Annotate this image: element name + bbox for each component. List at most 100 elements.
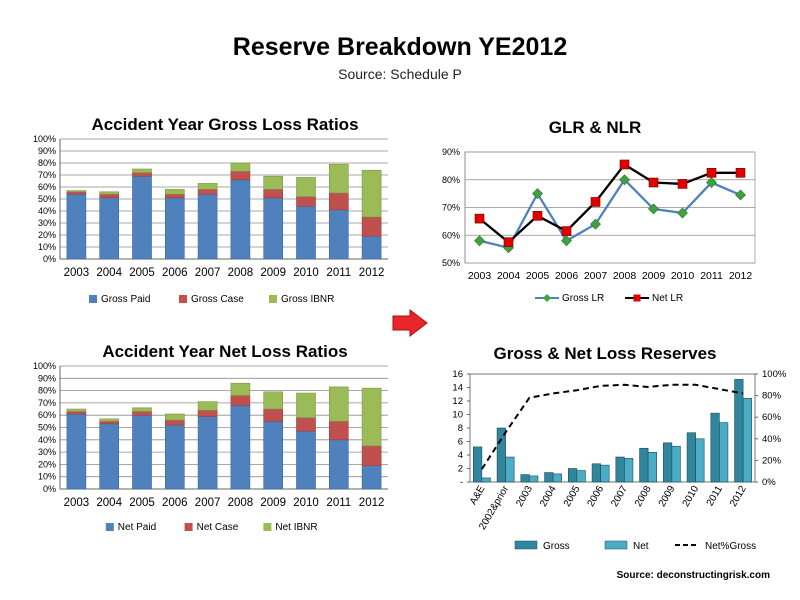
bar-net: [742, 397, 752, 483]
bar-net: [505, 456, 515, 483]
bar-net-ibnr: [263, 391, 284, 410]
y-tick-label: 8: [458, 423, 463, 434]
y-tick-label: 12: [452, 396, 463, 407]
y2-tick-label: 60%: [762, 412, 782, 423]
point-marker: [706, 177, 717, 188]
x-tick-label: A&E: [468, 484, 488, 507]
x-tick-label: 2005: [526, 270, 550, 282]
y-tick-label: 100%: [33, 361, 56, 371]
glr-nlr-chart: 50% 60% 70% 80% 90% 2003 2004 2005 2006 2007 2008 2…: [442, 147, 756, 304]
bar-net-paid: [99, 423, 120, 490]
bar-net: [695, 438, 705, 483]
x-tick-label: 2004: [497, 270, 521, 282]
y-tick-label: 100%: [33, 134, 56, 144]
bar-gross: [639, 447, 649, 483]
y-tick-label: 6: [458, 437, 463, 448]
bar-gross-case: [132, 172, 152, 177]
bar-gross-paid: [164, 197, 185, 260]
bar-net: [719, 422, 729, 483]
bar-net-ibnr: [132, 407, 152, 412]
gross-loss-ratio-chart: 0% 10% 20% 30% 40% 50% 60% 70% 80% 90% 100% 2003 200…: [33, 134, 388, 305]
bar-gross-ibnr: [328, 163, 349, 194]
y-tick-label: 14: [452, 383, 463, 394]
bar-gross-paid: [99, 197, 120, 260]
bar-net-case: [164, 419, 185, 426]
x-tick-label: 2010: [293, 267, 319, 279]
bar-net: [600, 464, 610, 483]
bar-gross-case: [230, 171, 251, 181]
bar-net-paid: [296, 430, 316, 490]
bar-gross-case: [296, 196, 316, 207]
bar-gross-case: [263, 189, 284, 199]
bar-gross: [615, 456, 625, 483]
bar-gross: [473, 446, 483, 483]
bar-gross-ibnr: [99, 191, 120, 195]
point-marker: [648, 203, 659, 215]
y-tick-label: 90%: [442, 147, 460, 157]
net-loss-ratio-chart: 0% 10% 20% 30% 40% 50% 60% 70% 80% 90% 100% 2003 200…: [33, 361, 388, 533]
y-tick-label: 90%: [38, 373, 56, 383]
bar-gross: [496, 427, 506, 483]
bar-gross: [520, 474, 530, 483]
net-lr-chart-title: Accident Year Net Loss Ratios: [102, 342, 348, 361]
x-tick-label: 2012: [729, 270, 753, 282]
x-tick-label: 2008: [633, 484, 654, 509]
bar-net-ibnr: [361, 387, 382, 447]
glr-nlr-chart-title: GLR & NLR: [548, 118, 642, 137]
series-line-net-lr: [478, 162, 741, 244]
legend-swatch: [263, 523, 272, 531]
bar-gross-paid: [361, 235, 382, 260]
x-tick-label: 2012: [728, 484, 749, 509]
x-tick-label: 2010: [293, 497, 319, 509]
y-tick-label: 30%: [38, 447, 56, 457]
bar-gross-ibnr: [296, 177, 316, 197]
bar-gross: [568, 468, 578, 483]
legend-swatch: [184, 523, 193, 531]
bar-net-case: [328, 421, 349, 441]
bar-net-paid: [197, 416, 218, 490]
legend-label: Gross: [543, 541, 570, 552]
y-tick-label: 20%: [38, 459, 56, 469]
bar-net: [647, 452, 657, 483]
legend-label: Net IBNR: [275, 522, 317, 533]
legend-swatch: [179, 295, 187, 303]
x-tick-label: 2011: [326, 267, 351, 279]
bar-net-paid: [230, 405, 251, 490]
bar-net-ibnr: [328, 386, 349, 422]
y-tick-label: 60%: [38, 410, 56, 420]
bar-gross-ibnr: [361, 169, 382, 218]
page-title: Reserve Breakdown YE2012: [232, 33, 568, 61]
bar-net-case: [132, 411, 152, 416]
y2-tick-label: 0%: [762, 477, 776, 488]
legend-swatch: [89, 295, 97, 303]
y-tick-label: -: [460, 477, 463, 488]
y2-tick-label: 100%: [762, 369, 787, 380]
bar-net: [481, 477, 491, 483]
gross-lr-chart-title: Accident Year Gross Loss Ratios: [91, 115, 359, 134]
bar-net-paid: [164, 424, 185, 490]
bar-net: [552, 473, 562, 483]
y-tick-label: 80%: [38, 386, 56, 396]
y-tick-label: 70%: [38, 170, 56, 180]
legend-swatch: [269, 295, 277, 303]
bar-gross: [663, 442, 673, 483]
point-marker: [735, 189, 746, 201]
reserves-chart-title: Gross & Net Loss Reserves: [493, 344, 717, 363]
legend-label: Gross Paid: [101, 294, 150, 305]
bar-net-case: [296, 417, 316, 432]
bar-net-paid: [361, 465, 382, 490]
legend-swatch: [105, 523, 114, 531]
bar-net: [671, 445, 681, 483]
bar-gross-paid: [328, 209, 349, 260]
x-tick-label: 2003: [514, 484, 535, 509]
bar-net-ibnr: [66, 408, 87, 412]
x-tick-label: 2009: [657, 484, 678, 509]
x-tick-label: 2008: [613, 270, 637, 282]
x-tick-label: 2007: [609, 484, 630, 509]
y-tick-label: 80%: [442, 175, 460, 185]
bar-net-paid: [132, 414, 152, 490]
bar-net-ibnr: [197, 401, 218, 411]
legend-label: Gross LR: [562, 293, 604, 304]
x-tick-label: 2004: [538, 484, 559, 509]
y-tick-label: 10%: [38, 242, 56, 252]
